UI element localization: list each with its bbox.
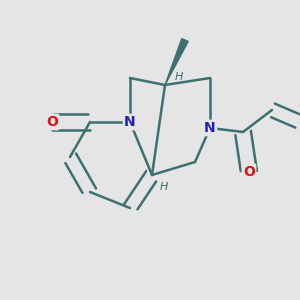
Text: H: H xyxy=(175,72,183,82)
Text: O: O xyxy=(46,115,58,129)
Text: H: H xyxy=(160,182,168,192)
Text: N: N xyxy=(124,115,136,129)
Polygon shape xyxy=(165,39,188,85)
Text: N: N xyxy=(204,121,216,135)
Text: O: O xyxy=(243,165,255,179)
